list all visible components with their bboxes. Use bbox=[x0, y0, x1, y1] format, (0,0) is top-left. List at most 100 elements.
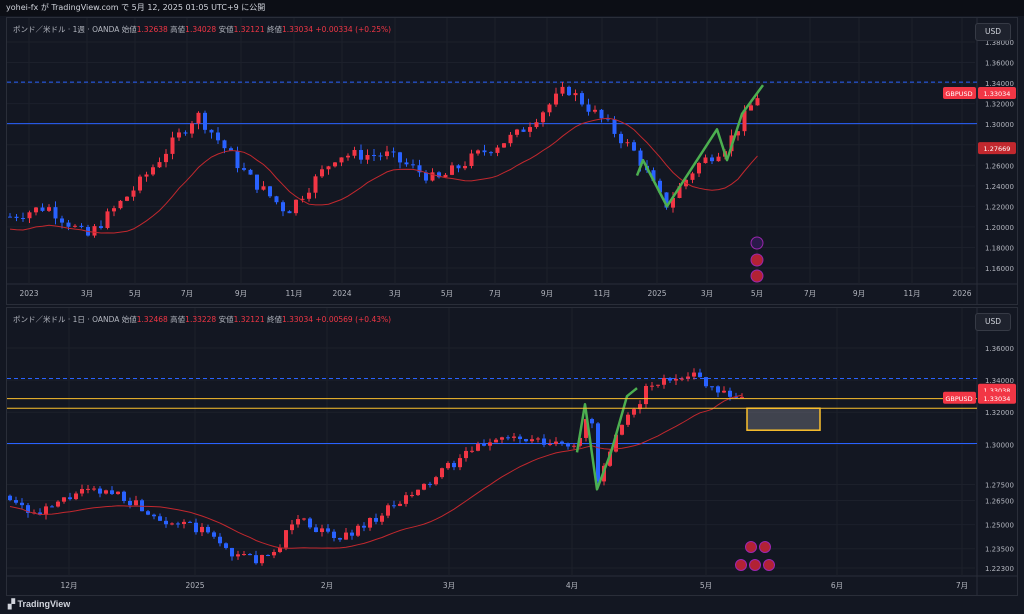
x-tick-label: 6月 bbox=[831, 581, 843, 590]
candle-body bbox=[524, 439, 528, 442]
x-tick-label: 5月 bbox=[700, 581, 712, 590]
candle-body bbox=[242, 554, 246, 556]
candle-body bbox=[554, 93, 558, 105]
candle-body bbox=[677, 186, 682, 198]
candle-body bbox=[755, 98, 760, 106]
candle-body bbox=[566, 443, 570, 447]
candle-body bbox=[644, 385, 648, 405]
economic-event-flag-icon bbox=[750, 253, 764, 267]
candle-body bbox=[229, 148, 233, 151]
candle-body bbox=[287, 211, 292, 214]
candle-body bbox=[222, 140, 227, 149]
x-tick-label: 5月 bbox=[751, 289, 763, 298]
candle-body bbox=[62, 497, 66, 502]
y-tick-label: 1.16000 bbox=[985, 265, 1014, 273]
price-tag-ma-label: 1.27669 bbox=[984, 145, 1011, 153]
weekly-currency-button[interactable]: USD bbox=[975, 23, 1011, 41]
candle-body bbox=[662, 377, 666, 385]
economic-event-flag-icon bbox=[749, 559, 761, 571]
candle-body bbox=[362, 525, 366, 528]
candle-body bbox=[656, 384, 660, 386]
weekly-high-label: 高値 bbox=[170, 25, 186, 34]
candle-body bbox=[651, 170, 656, 181]
y-tick-label: 1.20000 bbox=[985, 224, 1014, 232]
price-tag-current bbox=[978, 87, 1016, 100]
tradingview-logo[interactable]: ▞ TradingView bbox=[8, 599, 70, 610]
weekly-chart-pane[interactable]: 1.380001.360001.340001.320001.300001.280… bbox=[6, 17, 1018, 305]
x-tick-label: 2025 bbox=[647, 289, 666, 298]
candle-body bbox=[417, 165, 422, 173]
x-tick-label: 2月 bbox=[321, 581, 333, 590]
candle-body bbox=[619, 133, 623, 144]
daily-chart-canvas[interactable]: 1.36000 1.34000 1.32000 1.30000 1.27500 1.265… bbox=[7, 308, 1018, 596]
candle-body bbox=[177, 132, 181, 138]
target-zone-box bbox=[746, 407, 821, 431]
candle-body bbox=[518, 436, 522, 440]
daily-chart-pane[interactable]: 1.36000 1.34000 1.32000 1.30000 1.27500 1.265… bbox=[6, 307, 1018, 596]
candle-body bbox=[73, 225, 77, 227]
candle-body bbox=[216, 132, 220, 141]
candle-body bbox=[410, 495, 414, 497]
daily-low-value: 1.32121 bbox=[233, 315, 265, 324]
candle-body bbox=[284, 530, 288, 548]
economic-event-flag-icon bbox=[745, 541, 757, 553]
economic-event-flag-icon bbox=[750, 269, 764, 283]
candle-body bbox=[736, 131, 740, 136]
candle-body bbox=[302, 518, 306, 520]
candle-body bbox=[182, 521, 186, 524]
candle-body bbox=[188, 521, 192, 523]
daily-close-value: 1.33034 bbox=[281, 315, 313, 324]
candle-body bbox=[664, 192, 669, 208]
y-tick-label: 1.30000 bbox=[985, 441, 1014, 449]
candle-body bbox=[14, 500, 18, 503]
candle-body bbox=[372, 155, 376, 157]
candle-body bbox=[307, 192, 311, 199]
candle-body bbox=[443, 174, 448, 178]
candle-body bbox=[164, 153, 168, 163]
candle-body bbox=[134, 500, 138, 506]
candle-body bbox=[586, 104, 591, 112]
candle-body bbox=[47, 207, 51, 211]
candle-body bbox=[671, 197, 675, 208]
daily-currency-button[interactable]: USD bbox=[975, 313, 1011, 331]
publish-header: yohei-fx が TradingView.com で 5月 12, 2025… bbox=[0, 0, 1024, 16]
candle-body bbox=[26, 505, 30, 513]
daily-close-label: 終値 bbox=[266, 315, 282, 324]
candle-body bbox=[710, 157, 714, 162]
weekly-chart-canvas[interactable]: 1.380001.360001.340001.320001.300001.280… bbox=[7, 18, 1018, 305]
candle-body bbox=[542, 438, 546, 445]
daily-low-label: 安値 bbox=[218, 315, 234, 324]
candle-body bbox=[236, 554, 240, 557]
candle-body bbox=[118, 200, 123, 209]
candle-body bbox=[632, 142, 636, 151]
x-tick-label: 7月 bbox=[804, 289, 816, 298]
candle-body bbox=[458, 458, 462, 468]
candle-body bbox=[235, 150, 240, 169]
y-tick-label: 1.22000 bbox=[985, 203, 1014, 211]
dividend-event-icon bbox=[750, 236, 764, 250]
candle-body bbox=[38, 512, 42, 515]
candle-body bbox=[200, 526, 204, 533]
candle-body bbox=[506, 437, 510, 439]
candle-body bbox=[44, 506, 48, 515]
daily-change-value: +0.00569 (+0.43%) bbox=[315, 315, 392, 324]
candle-body bbox=[314, 527, 318, 533]
candle-body bbox=[560, 86, 565, 94]
candle-body bbox=[632, 409, 636, 415]
candle-body bbox=[112, 208, 116, 212]
candle-body bbox=[424, 172, 428, 181]
footer-bar: ▞ TradingView bbox=[0, 596, 1024, 614]
x-tick-label: 7月 bbox=[489, 289, 501, 298]
weekly-low-label: 安値 bbox=[218, 25, 234, 34]
daily-open-value: 1.32468 bbox=[136, 315, 168, 324]
candle-body bbox=[110, 490, 114, 495]
candle-body bbox=[152, 514, 156, 517]
price-tag-symbol-label: GBPUSD bbox=[945, 395, 972, 403]
y-tick-label: 1.18000 bbox=[985, 244, 1014, 252]
y-tick-label: 1.27500 bbox=[985, 481, 1014, 489]
candle-body bbox=[567, 86, 571, 96]
candle-body bbox=[261, 186, 266, 190]
candle-body bbox=[131, 190, 136, 197]
candle-body bbox=[534, 122, 539, 128]
candle-body bbox=[690, 173, 695, 180]
